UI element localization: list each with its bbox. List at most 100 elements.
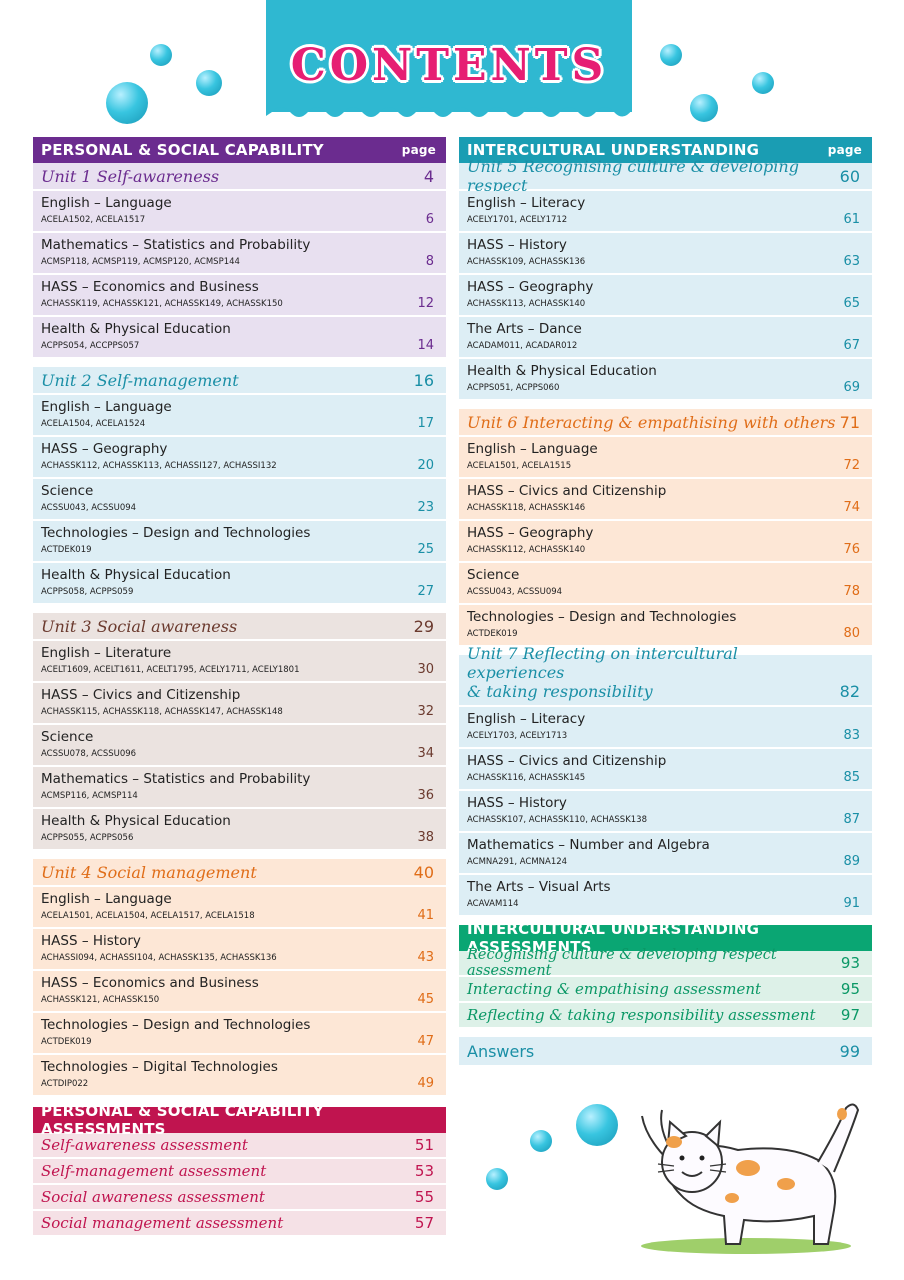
toc-entry[interactable]: HASS – Civics and Citizenship ACHASSK116,…: [459, 749, 872, 791]
assessment-entry[interactable]: Self-awareness assessment 51: [33, 1133, 446, 1159]
toc-entry[interactable]: Mathematics – Number and Algebra ACMNA291…: [459, 833, 872, 875]
entry-codes: ACSSU078, ACSSU096: [41, 749, 137, 759]
unit-title-row[interactable]: Unit 2 Self-management 16: [33, 367, 446, 395]
assessment-entry[interactable]: Recognising culture & developing respect…: [459, 947, 872, 979]
unit-title-row[interactable]: Unit 7 Reflecting on intercultural exper…: [459, 644, 872, 707]
toc-entry[interactable]: English – Literacy ACELY1701, ACELY1712 61: [459, 191, 872, 233]
entry-subject: Technologies – Design and Technologies: [41, 525, 311, 541]
cat-smile: [681, 1171, 703, 1177]
unit-page: 29: [413, 616, 434, 636]
entry-subject: The Arts – Dance: [467, 321, 582, 337]
right-column: INTERCULTURAL UNDERSTANDING page Unit 5 …: [459, 137, 872, 1065]
entry-subject: HASS – Civics and Citizenship: [41, 687, 241, 703]
entry-codes: ACADAM011, ACADAR012: [467, 341, 578, 351]
entry-subject: Mathematics – Statistics and Probability: [41, 771, 311, 787]
section-heading: INTERCULTURAL UNDERSTANDING page: [459, 137, 872, 163]
unit-title-row[interactable]: Unit 3 Social awareness 29: [33, 613, 446, 641]
assessment-title: Self-management assessment: [41, 1162, 267, 1180]
entry-codes: ACPPS058, ACPPS059: [41, 587, 134, 597]
entry-codes: ACHASSK116, ACHASSK145: [467, 773, 586, 783]
assessment-entry[interactable]: Self-management assessment 53: [33, 1159, 446, 1185]
toc-entry[interactable]: Health & Physical Education ACPPS051, ACP…: [459, 359, 872, 401]
toc-entry[interactable]: English – Language ACELA1501, ACELA1504, …: [33, 887, 446, 929]
entry-codes: ACELY1703, ACELY1713: [467, 731, 568, 741]
entry-codes: ACELA1502, ACELA1517: [41, 215, 146, 225]
cat-eye: [699, 1155, 705, 1161]
assessment-page: 55: [414, 1188, 434, 1206]
toc-entry[interactable]: English – Literature ACELT1609, ACELT1611…: [33, 641, 446, 683]
toc-entry[interactable]: HASS – Geography ACHASSK112, ACHASSK140 76: [459, 521, 872, 563]
toc-entry[interactable]: The Arts – Dance ACADAM011, ACADAR012 67: [459, 317, 872, 359]
entry-codes: ACHASSK115, ACHASSK118, ACHASSK147, ACHA…: [41, 707, 283, 717]
unit-title: Unit 2 Self-management: [41, 370, 239, 390]
unit-title-row[interactable]: Unit 4 Social management 40: [33, 859, 446, 887]
unit-title-row[interactable]: Unit 6 Interacting & empathising with ot…: [459, 409, 872, 437]
left-column: PERSONAL & SOCIAL CAPABILITY page Unit 1…: [33, 137, 446, 1245]
entry-codes: ACHASSI094, ACHASSI104, ACHASSK135, ACHA…: [41, 953, 277, 963]
entry-subject: Health & Physical Education: [41, 567, 231, 583]
entry-subject: Science: [41, 483, 94, 499]
unit-6-section: Unit 6 Interacting & empathising with ot…: [459, 409, 872, 647]
grass: [641, 1238, 851, 1254]
unit-title-row[interactable]: Unit 5 Recognising culture & developing …: [459, 157, 872, 195]
entry-page: 34: [417, 746, 434, 761]
entry-subject: HASS – Geography: [467, 525, 594, 541]
entry-subject: English – Literature: [41, 645, 172, 661]
entry-codes: ACTDIP022: [41, 1079, 89, 1089]
wave-edge: [266, 100, 632, 117]
entry-page: 91: [843, 896, 860, 911]
entry-page: 47: [417, 1034, 434, 1049]
toc-entry[interactable]: English – Language ACELA1501, ACELA1515 72: [459, 437, 872, 479]
iu-assessments-section: INTERCULTURAL UNDERSTANDING ASSESSMENTS …: [459, 920, 872, 1029]
psc-assessments-section: PERSONAL & SOCIAL CAPABILITY ASSESSMENTS…: [33, 1102, 446, 1237]
entry-subject: Mathematics – Statistics and Probability: [41, 237, 311, 253]
toc-entry[interactable]: English – Language ACELA1502, ACELA1517 6: [33, 191, 446, 233]
toc-entry[interactable]: English – Language ACELA1504, ACELA1524 17: [33, 395, 446, 437]
toc-entry[interactable]: Health & Physical Education ACPPS055, ACP…: [33, 809, 446, 851]
answers-entry[interactable]: Answers 99: [459, 1037, 872, 1065]
toc-entry[interactable]: Technologies – Design and Technologies AC…: [459, 605, 872, 647]
entry-codes: ACHASSK112, ACHASSK140: [467, 545, 586, 555]
toc-entry[interactable]: HASS – History ACHASSI094, ACHASSI104, AC…: [33, 929, 446, 971]
entry-page: 65: [843, 296, 860, 311]
toc-entry[interactable]: Health & Physical Education ACPPS054, ACC…: [33, 317, 446, 359]
assessment-title: Interacting & empathising assessment: [467, 980, 762, 998]
heading-text: INTERCULTURAL UNDERSTANDING ASSESSMENTS: [467, 920, 760, 956]
toc-entry[interactable]: Science ACSSU043, ACSSU094 78: [459, 563, 872, 605]
bubble-decoration: [752, 72, 774, 94]
toc-entry[interactable]: Science ACSSU078, ACSSU096 34: [33, 725, 446, 767]
assessment-entry[interactable]: Social awareness assessment 55: [33, 1185, 446, 1211]
unit-title-row[interactable]: Unit 1 Self-awareness 4: [33, 163, 446, 191]
entry-subject: The Arts – Visual Arts: [467, 879, 611, 895]
toc-entry[interactable]: The Arts – Visual Arts ACAVAM114 91: [459, 875, 872, 917]
entry-page: 74: [843, 500, 860, 515]
assessment-entry[interactable]: Reflecting & taking responsibility asses…: [459, 1003, 872, 1029]
toc-entry[interactable]: HASS – Civics and Citizenship ACHASSK118,…: [459, 479, 872, 521]
toc-entry[interactable]: HASS – History ACHASSK109, ACHASSK136 63: [459, 233, 872, 275]
title-banner: [266, 0, 632, 117]
unit-title: Unit 6 Interacting & empathising with ot…: [467, 412, 836, 432]
toc-entry[interactable]: HASS – History ACHASSK107, ACHASSK110, AC…: [459, 791, 872, 833]
assessment-entry[interactable]: Interacting & empathising assessment 95: [459, 977, 872, 1003]
toc-entry[interactable]: HASS – Geography ACHASSK112, ACHASSK113, …: [33, 437, 446, 479]
toc-entry[interactable]: Science ACSSU043, ACSSU094 23: [33, 479, 446, 521]
cat-spot: [736, 1160, 760, 1176]
entry-codes: ACSSU043, ACSSU094: [467, 587, 563, 597]
toc-entry[interactable]: Mathematics – Statistics and Probability…: [33, 233, 446, 275]
section-heading: PERSONAL & SOCIAL CAPABILITY ASSESSMENTS: [33, 1102, 446, 1138]
toc-entry[interactable]: Technologies – Digital Technologies ACTDI…: [33, 1055, 446, 1097]
toc-entry[interactable]: Mathematics – Statistics and Probability…: [33, 767, 446, 809]
toc-entry[interactable]: Technologies – Design and Technologies AC…: [33, 521, 446, 563]
toc-entry[interactable]: HASS – Civics and Citizenship ACHASSK115,…: [33, 683, 446, 725]
toc-entry[interactable]: HASS – Economics and Business ACHASSK121,…: [33, 971, 446, 1013]
assessment-entry[interactable]: Social management assessment 57: [33, 1211, 446, 1237]
toc-entry[interactable]: Health & Physical Education ACPPS058, ACP…: [33, 563, 446, 605]
entry-subject: HASS – Civics and Citizenship: [467, 753, 667, 769]
toc-entry[interactable]: HASS – Geography ACHASSK113, ACHASSK140 65: [459, 275, 872, 317]
toc-entry[interactable]: HASS – Economics and Business ACHASSK119,…: [33, 275, 446, 317]
answers-label: Answers: [467, 1041, 535, 1061]
unit-title-line-1: Unit 7 Reflecting on intercultural exper…: [467, 644, 738, 682]
toc-entry[interactable]: English – Literacy ACELY1703, ACELY1713 83: [459, 707, 872, 749]
toc-entry[interactable]: Technologies – Design and Technologies AC…: [33, 1013, 446, 1055]
entry-page: 38: [417, 830, 434, 845]
